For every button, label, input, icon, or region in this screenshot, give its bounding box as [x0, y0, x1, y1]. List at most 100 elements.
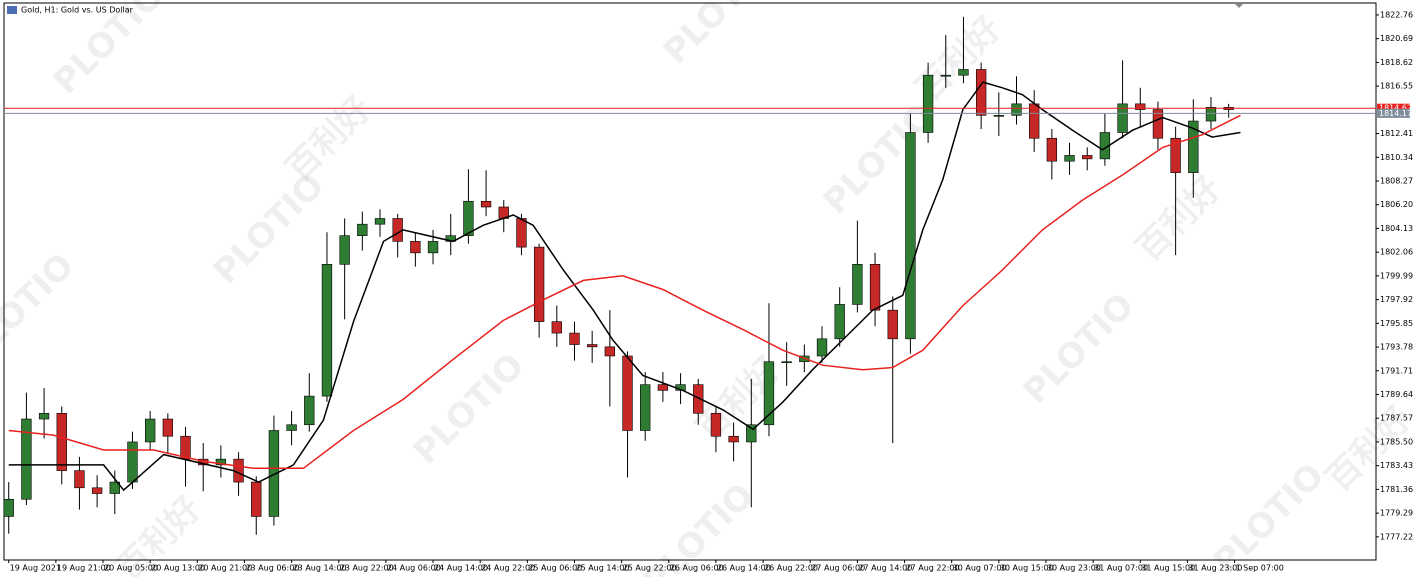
candle-body [1170, 137, 1181, 173]
watermark: PLOTIO [46, 0, 173, 102]
y-tick-label: 1818.62 [1380, 58, 1413, 67]
x-tick-label: 20 Aug 13:00 [151, 564, 205, 573]
candle-body [640, 384, 651, 431]
x-tick-label: 27 Aug 14:00 [858, 564, 912, 573]
y-tick-label: 1781.36 [1380, 485, 1413, 494]
candle-body [21, 418, 32, 500]
watermark: PLOTIO [206, 166, 333, 293]
x-tick-label: 20 Aug 05:00 [104, 564, 158, 573]
y-tick-label: 1795.85 [1380, 319, 1413, 328]
candle-body [162, 418, 174, 437]
candle-body [410, 241, 421, 254]
candle-body [587, 344, 598, 348]
x-tick-label: 30 Aug 15:00 [1000, 564, 1054, 573]
candle-body [286, 424, 297, 431]
candle-body [993, 115, 1004, 117]
candle-body [1011, 103, 1022, 116]
candle-body [463, 200, 474, 236]
y-tick-label: 1787.57 [1380, 414, 1413, 423]
x-tick-label: 23 Aug 06:00 [245, 564, 299, 573]
candle-body [657, 384, 669, 391]
price-label: 1814.62 [1379, 104, 1412, 113]
y-tick-label: 1789.64 [1380, 390, 1413, 399]
candle-body [304, 395, 315, 426]
candle-body [516, 218, 527, 248]
x-tick-label: 23 Aug 14:00 [293, 564, 347, 573]
moving-average-line [8, 81, 1241, 492]
candle-body [1046, 137, 1058, 162]
shift-marker [1235, 4, 1243, 8]
candle-body [728, 435, 739, 443]
candle-body [1152, 109, 1164, 139]
candle-body [816, 338, 828, 357]
candle-body [905, 132, 916, 340]
candle-body [357, 223, 368, 236]
x-tick-label: 26 Aug 14:00 [717, 564, 771, 573]
candle-body [392, 218, 403, 242]
candle-body [746, 424, 757, 443]
candle-body [127, 441, 138, 483]
y-tick-label: 1802.06 [1380, 248, 1413, 257]
watermark: PLOTIO [656, 0, 783, 72]
candle-body [622, 355, 633, 431]
x-tick-label: 24 Aug 06:00 [387, 564, 441, 573]
candle-body [1135, 103, 1146, 110]
candle-body [887, 309, 898, 340]
candle-body [38, 413, 50, 420]
watermark: PLOTIO [1206, 456, 1333, 577]
candle-body [233, 458, 244, 483]
price-label: 1814.17 [1379, 109, 1412, 118]
x-tick-label: 20 Aug 21:00 [198, 564, 252, 573]
candle-body [144, 418, 156, 443]
candle-body [940, 74, 951, 77]
candle-body [339, 235, 350, 265]
x-tick-label: 30 Aug 23:00 [1047, 564, 1101, 573]
candle-body [763, 361, 775, 426]
y-tick-label: 1820.69 [1380, 34, 1413, 43]
y-tick-label: 1812.41 [1380, 129, 1413, 138]
y-tick-label: 1810.34 [1380, 153, 1413, 162]
watermark: PLOTIO [636, 476, 763, 577]
candle-body [3, 498, 14, 517]
x-tick-label: 27 Aug 22:00 [906, 564, 960, 573]
y-tick-label: 1806.20 [1380, 200, 1413, 209]
candle-body [109, 481, 120, 494]
x-tick-label: 19 Aug 2021 [10, 564, 61, 573]
x-tick-label: 25 Aug 14:00 [575, 564, 629, 573]
candle-body [215, 458, 227, 466]
candle-body [604, 346, 616, 357]
candle-body [834, 304, 845, 340]
y-tick-label: 1799.99 [1380, 271, 1413, 280]
candle-body [710, 413, 722, 437]
x-tick-label: 31 Aug 23:00 [1188, 564, 1242, 573]
price-label-box [1377, 103, 1410, 113]
watermark: 百利好 [1129, 169, 1229, 269]
candle-body [569, 332, 580, 345]
candle-body [1188, 120, 1199, 173]
y-tick-label: 1777.22 [1380, 532, 1413, 541]
candle-body [693, 384, 704, 414]
candle-body [74, 470, 85, 489]
y-tick-label: 1793.78 [1380, 343, 1413, 352]
x-tick-label: 26 Aug 06:00 [670, 564, 724, 573]
y-tick-label: 1804.13 [1380, 224, 1413, 233]
candle-body [551, 321, 562, 334]
candle-body [958, 69, 969, 76]
plot-frame [3, 2, 1377, 561]
x-tick-label: 24 Aug 14:00 [434, 564, 488, 573]
y-tick-label: 1785.50 [1380, 437, 1413, 446]
candle-body [56, 413, 67, 471]
candle-body [869, 264, 881, 311]
x-tick-label: 26 Aug 22:00 [764, 564, 818, 573]
x-tick-label: 31 Aug 07:00 [1094, 564, 1148, 573]
y-tick-label: 1797.92 [1380, 295, 1413, 304]
candle-body [1029, 103, 1040, 139]
candle-body [480, 200, 492, 208]
y-tick-label: 1783.43 [1380, 461, 1413, 470]
x-tick-label: 1 Sep 07:00 [1236, 564, 1284, 573]
candle-body [427, 241, 439, 254]
candle-body [1117, 103, 1128, 133]
x-tick-label: 27 Aug 06:00 [811, 564, 865, 573]
